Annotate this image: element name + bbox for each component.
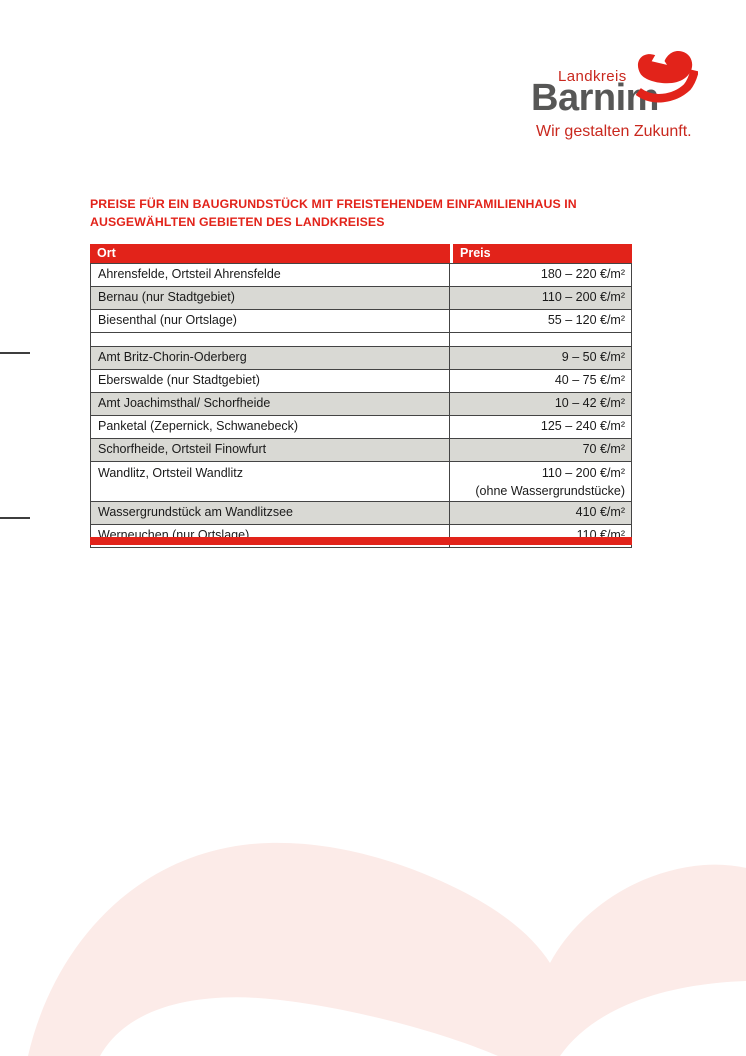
logo-tagline: Wir gestalten Zukunft. (536, 123, 692, 140)
barnim-logo: Landkreis Barnim Wir gestalten Zukunft. (520, 45, 720, 150)
ort-cell: Biesenthal (nur Ortslage) (91, 310, 450, 332)
table-header-row: Ort Preis (90, 244, 632, 263)
preis-cell: 125 – 240 €/m² (450, 416, 632, 438)
table-row: Schorfheide, Ortsteil Finowfurt 70 €/m² (90, 439, 632, 462)
barnim-heart-icon (635, 50, 698, 103)
preis-value: 410 €/m² (575, 505, 625, 519)
preis-cell: 70 €/m² (450, 439, 632, 461)
page-title-line-2: AUSGEWÄHLTEN GEBIETEN DES LANDKREISES (90, 215, 385, 229)
price-table: Ort Preis Ahrensfelde, Ortsteil Ahrensfe… (90, 244, 632, 548)
ort-cell: Amt Britz-Chorin-Oderberg (91, 347, 450, 369)
ort-cell: Bernau (nur Stadtgebiet) (91, 287, 450, 309)
preis-cell: 9 – 50 €/m² (450, 347, 632, 369)
preis-value: 40 – 75 €/m² (554, 373, 625, 387)
table-row: Eberswalde (nur Stadtgebiet) 40 – 75 €/m… (90, 370, 632, 393)
preis-value: 180 – 220 €/m² (540, 267, 625, 281)
ort-cell: Wandlitz, Ortsteil Wandlitz (91, 462, 450, 501)
table-row: Biesenthal (nur Ortslage) 55 – 120 €/m² (90, 310, 632, 333)
ort-cell (91, 333, 450, 346)
preis-cell: 410 €/m² (450, 502, 632, 524)
preis-value: 9 – 50 €/m² (561, 350, 625, 364)
preis-value: 125 – 240 €/m² (540, 419, 625, 433)
preis-value: 110 – 200 €/m² (541, 290, 625, 304)
table-body: Ahrensfelde, Ortsteil Ahrensfelde 180 – … (90, 263, 632, 548)
fold-mark-top (0, 352, 30, 354)
page-title: PREISE FÜR EIN BAUGRUNDSTÜCK MIT FREISTE… (90, 195, 577, 231)
ort-cell: Panketal (Zepernick, Schwanebeck) (91, 416, 450, 438)
preis-value: 10 – 42 €/m² (554, 396, 625, 410)
table-footer-bar (90, 537, 632, 545)
ort-cell: Ahrensfelde, Ortsteil Ahrensfelde (91, 264, 450, 286)
preis-cell: 40 – 75 €/m² (450, 370, 632, 392)
ort-cell: Eberswalde (nur Stadtgebiet) (91, 370, 450, 392)
logo-landkreis-label: Landkreis (558, 68, 627, 85)
table-row: Bernau (nur Stadtgebiet) 110 – 200 €/m² (90, 287, 632, 310)
table-row: Amt Britz-Chorin-Oderberg 9 – 50 €/m² (90, 347, 632, 370)
ort-cell: Amt Joachimsthal/ Schorfheide (91, 393, 450, 415)
logo-wordmark: Barnim (531, 77, 659, 119)
ort-cell: Schorfheide, Ortsteil Finowfurt (91, 439, 450, 461)
table-row: Wandlitz, Ortsteil Wandlitz 110 – 200 €/… (90, 462, 632, 502)
table-row: Ahrensfelde, Ortsteil Ahrensfelde 180 – … (90, 263, 632, 287)
preis-note: (ohne Wassergrundstücke) (475, 484, 625, 498)
table-spacer-row (90, 333, 632, 347)
page-title-line-1: PREISE FÜR EIN BAUGRUNDSTÜCK MIT FREISTE… (90, 197, 577, 211)
column-header-preis: Preis (453, 244, 632, 263)
preis-value: 55 – 120 €/m² (547, 313, 625, 327)
preis-cell: 180 – 220 €/m² (450, 264, 632, 286)
table-row: Amt Joachimsthal/ Schorfheide 10 – 42 €/… (90, 393, 632, 416)
column-header-ort: Ort (90, 244, 450, 263)
preis-cell (450, 333, 632, 346)
preis-value: 110 – 200 €/m² (541, 466, 625, 480)
preis-cell: 10 – 42 €/m² (450, 393, 632, 415)
preis-cell: 110 – 200 €/m² (ohne Wassergrundstücke) (450, 462, 632, 501)
preis-value: 70 €/m² (582, 442, 625, 456)
fold-mark-bottom (0, 517, 30, 519)
table-row: Panketal (Zepernick, Schwanebeck) 125 – … (90, 416, 632, 439)
preis-cell: 55 – 120 €/m² (450, 310, 632, 332)
table-row: Wassergrundstück am Wandlitzsee 410 €/m² (90, 502, 632, 525)
preis-cell: 110 – 200 €/m² (450, 287, 632, 309)
ort-cell: Wassergrundstück am Wandlitzsee (91, 502, 450, 524)
